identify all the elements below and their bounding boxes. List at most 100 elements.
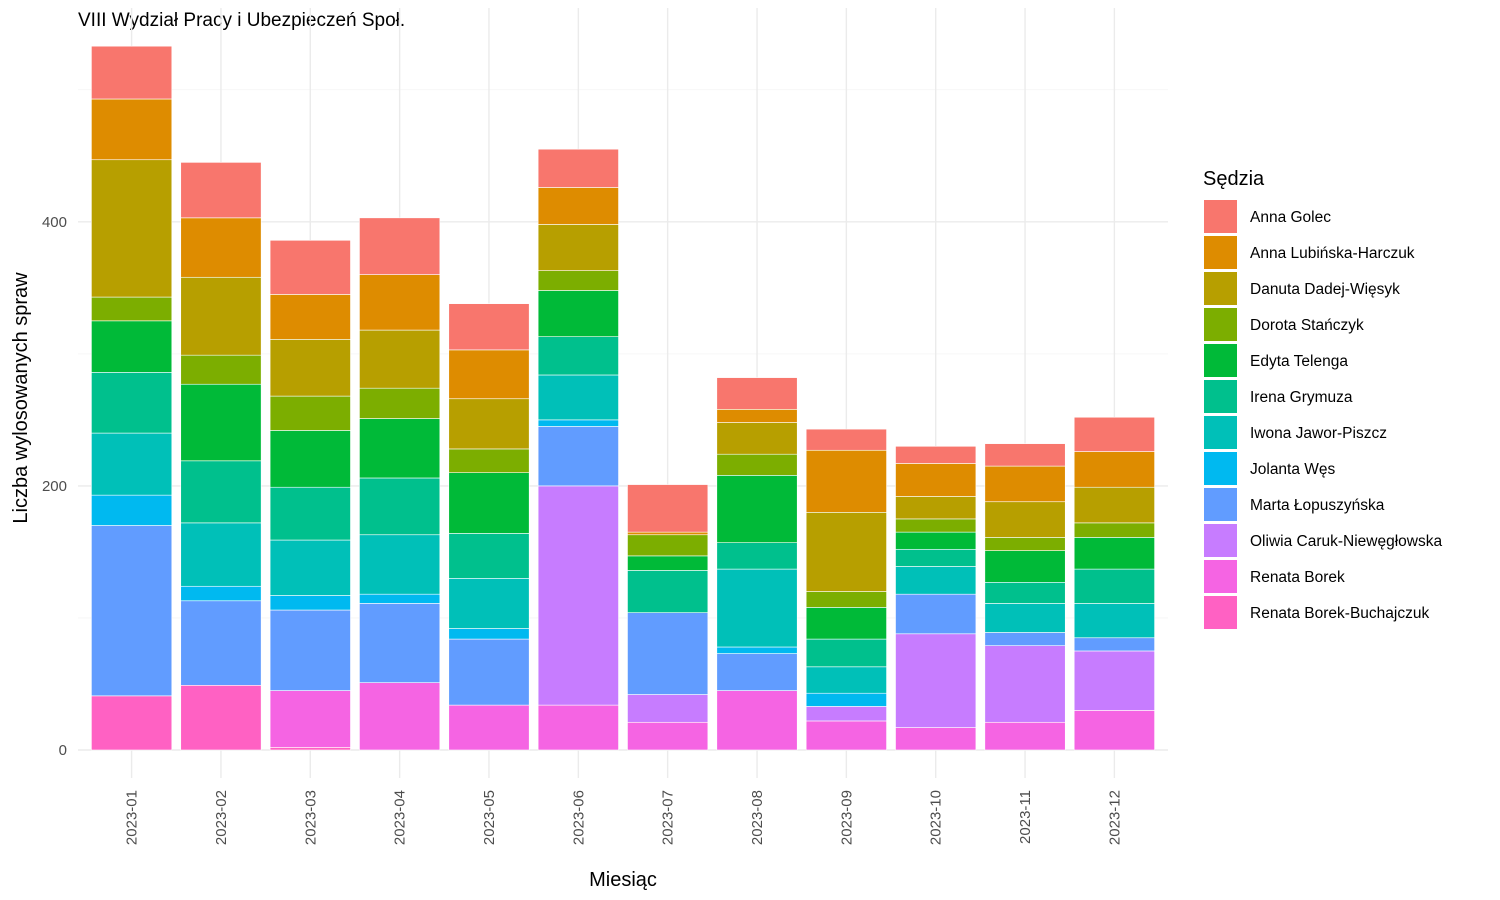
bar-segment — [716, 422, 798, 455]
bar-segment — [716, 542, 798, 570]
bar-segment — [716, 568, 798, 648]
legend-swatch — [1204, 416, 1237, 449]
bar-segment — [269, 539, 351, 596]
bar-segment — [984, 443, 1066, 467]
bar-segment — [359, 418, 441, 479]
bar-segment — [895, 548, 977, 567]
bar-stack — [269, 239, 351, 751]
bar-segment — [359, 593, 441, 604]
x-tick-label: 2023-10 — [928, 790, 945, 845]
x-tick-label: 2023-09 — [838, 790, 855, 845]
legend-title: Sędzia — [1203, 168, 1265, 190]
bar-segment — [984, 465, 1066, 503]
bar-segment — [269, 395, 351, 431]
bar-segment — [448, 349, 530, 400]
legend-swatch — [1204, 344, 1237, 377]
legend-item: Danuta Dadej-Więsyk — [1204, 272, 1400, 305]
bar-segment — [895, 496, 977, 520]
legend-label: Jolanta Węs — [1250, 461, 1336, 478]
legend-label: Danuta Dadej-Więsyk — [1250, 281, 1400, 298]
bar-segment — [359, 217, 441, 275]
bar-segment — [537, 419, 619, 427]
x-tick-label: 2023-01 — [124, 790, 141, 845]
bar-segment — [91, 159, 173, 298]
bar-segment — [180, 585, 262, 602]
bar-segment — [984, 721, 1066, 751]
bar-segment — [895, 633, 977, 728]
bar-segment — [805, 720, 887, 751]
bar-segment — [269, 690, 351, 748]
bar-stack — [359, 217, 441, 751]
legend-label: Irena Grymuza — [1250, 389, 1353, 406]
bar-segment — [91, 494, 173, 526]
bar-segment — [805, 428, 887, 451]
bar-segment — [448, 303, 530, 351]
legend-label: Dorota Stańczyk — [1250, 317, 1364, 334]
legend-label: Oliwia Caruk-Niewęgłowska — [1250, 533, 1442, 550]
bar-segment — [1073, 451, 1155, 488]
bar-segment — [805, 638, 887, 668]
bar-segment — [91, 98, 173, 161]
bar-segment — [537, 187, 619, 225]
x-tick-label: 2023-06 — [570, 790, 587, 845]
bar-segment — [537, 374, 619, 421]
bar-segment — [805, 512, 887, 592]
bar-segment — [180, 460, 262, 524]
bar-segment — [1073, 650, 1155, 711]
bar-segment — [627, 534, 709, 557]
y-tick-label: 0 — [59, 742, 67, 759]
x-axis-title: Miesiąc — [589, 869, 657, 891]
bar-segment — [91, 525, 173, 697]
bar-segment — [984, 501, 1066, 538]
x-tick-label: 2023-04 — [392, 790, 409, 845]
bar-segment — [1073, 710, 1155, 751]
bar-segment — [895, 566, 977, 595]
bar-segment — [716, 653, 798, 691]
bar-segment — [91, 372, 173, 434]
legend-label: Anna Golec — [1250, 209, 1331, 226]
bar-segment — [269, 747, 351, 751]
bar-segment — [180, 684, 262, 751]
bar-segment — [359, 387, 441, 419]
legend-item: Renata Borek — [1204, 560, 1345, 593]
bar-segment — [180, 522, 262, 587]
bar-stack — [1073, 416, 1155, 751]
bar-segment — [537, 224, 619, 271]
legend-item: Dorota Stańczyk — [1204, 308, 1364, 341]
bar-stack — [984, 443, 1066, 751]
legend-swatch — [1204, 236, 1237, 269]
legend-item: Oliwia Caruk-Niewęgłowska — [1204, 524, 1442, 557]
bar-segment — [984, 645, 1066, 723]
x-tick-label: 2023-03 — [302, 790, 319, 845]
bar-segment — [448, 638, 530, 706]
x-tick-label: 2023-12 — [1106, 790, 1123, 845]
bar-segment — [91, 695, 173, 751]
bar-segment — [91, 296, 173, 322]
bar-segment — [448, 533, 530, 579]
bar-segment — [537, 290, 619, 337]
bar-segment — [269, 339, 351, 397]
legend-swatch — [1204, 488, 1237, 521]
bar-segment — [359, 329, 441, 389]
bar-segment — [984, 603, 1066, 633]
legend-label: Iwona Jawor-Piszcz — [1250, 425, 1387, 442]
bar-segment — [895, 727, 977, 751]
bar-segment — [448, 704, 530, 751]
bar-segment — [180, 600, 262, 686]
bar-segment — [1073, 486, 1155, 524]
bar-segment — [537, 485, 619, 706]
legend-label: Renata Borek-Buchajczuk — [1250, 605, 1429, 622]
bar-stack — [627, 484, 709, 751]
bar-segment — [180, 354, 262, 385]
bar-segment — [716, 646, 798, 654]
bar-segment — [627, 721, 709, 751]
x-tick-label: 2023-07 — [660, 790, 677, 845]
legend-item: Jolanta Węs — [1204, 452, 1336, 485]
bar-segment — [1073, 522, 1155, 538]
legend-item: Iwona Jawor-Piszcz — [1204, 416, 1387, 449]
bar-segment — [984, 550, 1066, 583]
bars — [91, 45, 1155, 751]
legend-item: Anna Lubińska-Harczuk — [1204, 236, 1415, 269]
bar-segment — [895, 518, 977, 533]
bar-segment — [269, 595, 351, 611]
